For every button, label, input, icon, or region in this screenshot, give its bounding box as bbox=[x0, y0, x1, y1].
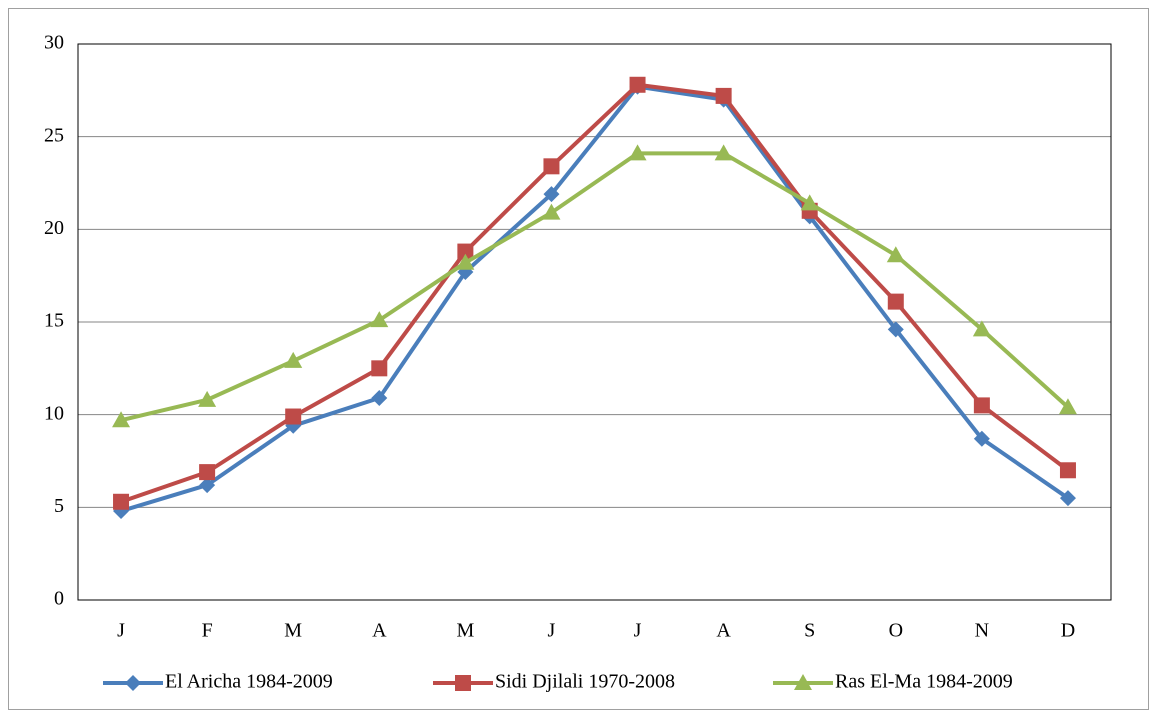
marker bbox=[1059, 462, 1076, 479]
marker bbox=[1059, 490, 1076, 507]
marker bbox=[886, 246, 905, 263]
marker bbox=[456, 253, 475, 270]
series-line bbox=[120, 84, 1070, 513]
y-tick-label: 25 bbox=[44, 124, 64, 146]
marker bbox=[199, 477, 216, 494]
x-tick-label: J bbox=[634, 620, 642, 642]
marker bbox=[455, 675, 471, 691]
marker bbox=[973, 397, 990, 414]
marker bbox=[284, 351, 303, 368]
marker bbox=[457, 243, 474, 260]
marker bbox=[371, 389, 388, 406]
marker bbox=[629, 76, 646, 93]
marker bbox=[112, 411, 131, 428]
marker bbox=[543, 158, 560, 175]
y-tick-label: 30 bbox=[44, 32, 64, 54]
y-tick-label: 15 bbox=[44, 310, 64, 332]
marker bbox=[794, 674, 812, 690]
marker bbox=[714, 144, 733, 161]
x-tick-label: O bbox=[889, 620, 903, 642]
marker bbox=[800, 194, 819, 211]
series-line bbox=[120, 82, 1070, 504]
x-tick-label: J bbox=[117, 620, 125, 642]
marker bbox=[370, 311, 389, 328]
marker bbox=[125, 675, 141, 691]
x-tick-label: D bbox=[1061, 620, 1075, 642]
marker bbox=[543, 186, 560, 203]
y-tick-label: 10 bbox=[44, 402, 64, 424]
marker bbox=[113, 493, 130, 510]
x-tick-label: M bbox=[284, 620, 302, 642]
marker bbox=[628, 144, 647, 161]
marker bbox=[1058, 398, 1077, 415]
x-tick-label: S bbox=[804, 620, 815, 642]
marker bbox=[973, 430, 990, 447]
series-line bbox=[120, 151, 1070, 423]
y-tick-label: 0 bbox=[54, 588, 64, 610]
x-tick-label: M bbox=[456, 620, 474, 642]
legend-label: Ras El-Ma 1984-2009 bbox=[835, 671, 1013, 693]
chart-border bbox=[8, 8, 1149, 710]
x-tick-label: A bbox=[372, 620, 387, 642]
x-tick-label: N bbox=[975, 620, 989, 642]
marker bbox=[285, 408, 302, 425]
marker bbox=[887, 293, 904, 310]
marker bbox=[542, 203, 561, 220]
y-tick-label: 5 bbox=[54, 495, 64, 517]
marker bbox=[371, 360, 388, 377]
x-tick-label: J bbox=[548, 620, 556, 642]
marker bbox=[887, 321, 904, 338]
x-tick-label: F bbox=[202, 620, 213, 642]
plot-border bbox=[77, 43, 1112, 601]
marker bbox=[198, 390, 217, 407]
marker bbox=[199, 464, 216, 481]
marker bbox=[715, 87, 732, 104]
marker bbox=[972, 320, 991, 337]
legend-label: El Aricha 1984-2009 bbox=[165, 671, 333, 693]
legend-label: Sidi Djilali 1970-2008 bbox=[495, 671, 675, 693]
x-tick-label: A bbox=[716, 620, 731, 642]
y-tick-label: 20 bbox=[44, 217, 64, 239]
